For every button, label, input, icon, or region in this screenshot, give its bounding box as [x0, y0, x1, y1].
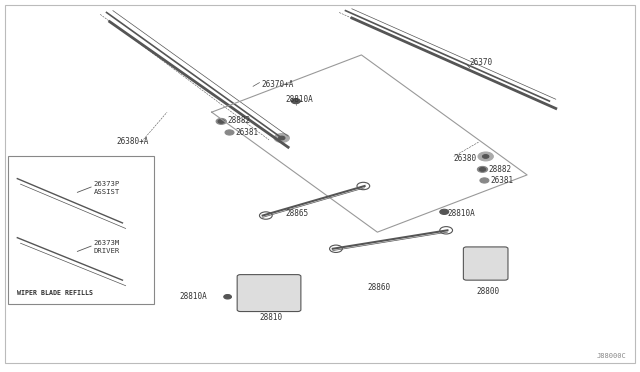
Circle shape	[266, 288, 272, 291]
Text: 26381: 26381	[236, 128, 259, 137]
Circle shape	[474, 257, 497, 270]
Circle shape	[291, 99, 300, 104]
Circle shape	[259, 284, 278, 295]
Circle shape	[278, 136, 285, 140]
Text: 26381: 26381	[491, 176, 514, 185]
Text: 28800: 28800	[476, 287, 499, 296]
FancyBboxPatch shape	[237, 275, 301, 311]
Text: J88000C: J88000C	[596, 353, 626, 359]
Circle shape	[218, 119, 225, 123]
Text: 26380: 26380	[454, 154, 477, 163]
Bar	[8, 157, 154, 304]
Text: 28810A: 28810A	[447, 209, 475, 218]
Circle shape	[277, 135, 286, 141]
Text: DRIVER: DRIVER	[94, 248, 120, 254]
Text: ASSIST: ASSIST	[94, 189, 120, 195]
Text: WIPER BLADE REFILLS: WIPER BLADE REFILLS	[17, 290, 93, 296]
Text: 28882: 28882	[228, 116, 251, 125]
Text: 28810A: 28810A	[180, 292, 207, 301]
Circle shape	[224, 295, 232, 299]
Text: 28882: 28882	[489, 165, 512, 174]
Circle shape	[480, 178, 489, 183]
FancyBboxPatch shape	[463, 247, 508, 280]
Circle shape	[478, 152, 493, 161]
Text: 26370+A: 26370+A	[261, 80, 294, 89]
Text: 26380+A: 26380+A	[116, 137, 148, 146]
Circle shape	[216, 118, 227, 124]
Text: 26370: 26370	[470, 58, 493, 67]
Text: 26373P: 26373P	[94, 181, 120, 187]
Circle shape	[225, 130, 234, 135]
Circle shape	[479, 167, 486, 171]
Circle shape	[477, 166, 488, 172]
Text: 28810: 28810	[259, 312, 283, 321]
Text: 28860: 28860	[368, 283, 391, 292]
Text: 26373M: 26373M	[94, 240, 120, 246]
Text: 28865: 28865	[285, 209, 308, 218]
Circle shape	[481, 260, 491, 266]
Circle shape	[483, 155, 489, 158]
Text: 28810A: 28810A	[285, 95, 313, 104]
Circle shape	[274, 134, 289, 142]
Circle shape	[253, 280, 285, 299]
Circle shape	[440, 209, 449, 214]
